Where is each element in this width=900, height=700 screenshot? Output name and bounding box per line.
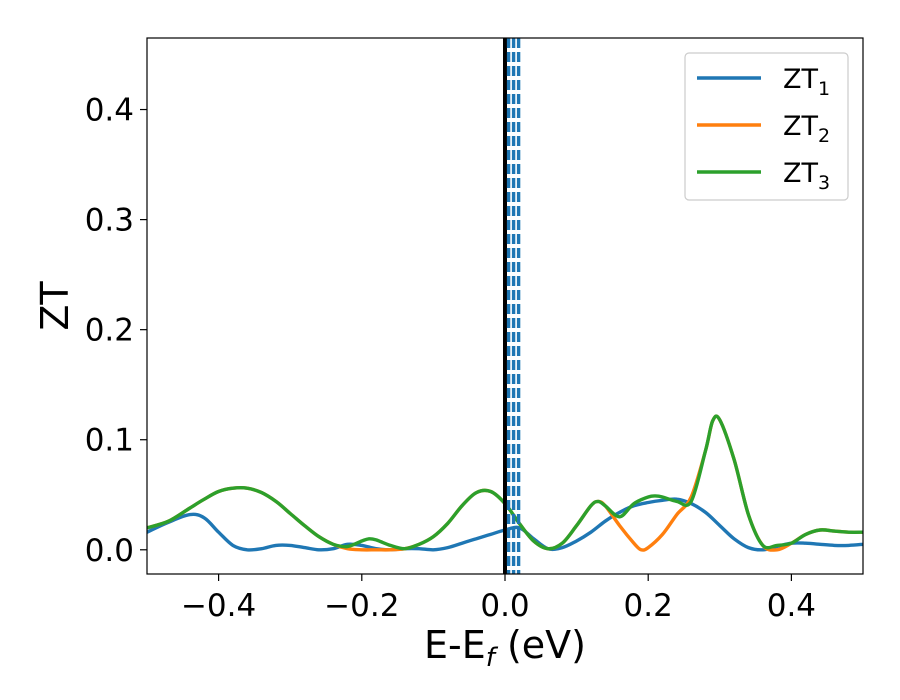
y-tick-label: 0.0 bbox=[85, 533, 134, 569]
x-tick-label: 0.2 bbox=[624, 588, 673, 624]
axis-ticks: −0.4 −0.2 0.0 0.2 0.4 0.0 0.1 0.2 0.3 0.4 bbox=[85, 93, 816, 624]
legend-label-subscript: 2 bbox=[818, 125, 830, 147]
x-tick-label: 0.4 bbox=[767, 588, 816, 624]
legend-label-zt1: ZT1 bbox=[783, 64, 830, 100]
x-tick-label: 0.0 bbox=[480, 588, 529, 624]
legend-label-main: ZT bbox=[783, 158, 818, 189]
x-tick-label: −0.2 bbox=[324, 588, 399, 624]
x-tick-label: −0.4 bbox=[181, 588, 256, 624]
reference-lines bbox=[503, 38, 521, 574]
x-axis-title-unit: (eV) bbox=[495, 623, 586, 667]
x-axis-title: E-Ef (eV) bbox=[424, 623, 586, 673]
y-tick-label: 0.1 bbox=[85, 423, 134, 459]
series-line-zt3 bbox=[147, 414, 863, 551]
y-tick-label: 0.3 bbox=[85, 203, 134, 239]
legend-label-subscript: 3 bbox=[818, 172, 830, 194]
legend-box bbox=[684, 52, 849, 201]
legend-label-main: ZT bbox=[783, 111, 818, 142]
legend-label-zt2: ZT2 bbox=[783, 111, 830, 147]
legend-label-main: ZT bbox=[783, 64, 818, 95]
series-line-zt1 bbox=[147, 497, 863, 552]
x-axis-title-main: E-E bbox=[424, 623, 486, 667]
y-axis-title: ZT bbox=[33, 281, 77, 331]
y-tick-label: 0.2 bbox=[85, 313, 134, 349]
y-tick-label: 0.4 bbox=[85, 93, 134, 129]
legend-label-zt3: ZT3 bbox=[783, 158, 830, 194]
legend-label-subscript: 1 bbox=[818, 78, 830, 100]
plot-lines bbox=[147, 414, 863, 552]
